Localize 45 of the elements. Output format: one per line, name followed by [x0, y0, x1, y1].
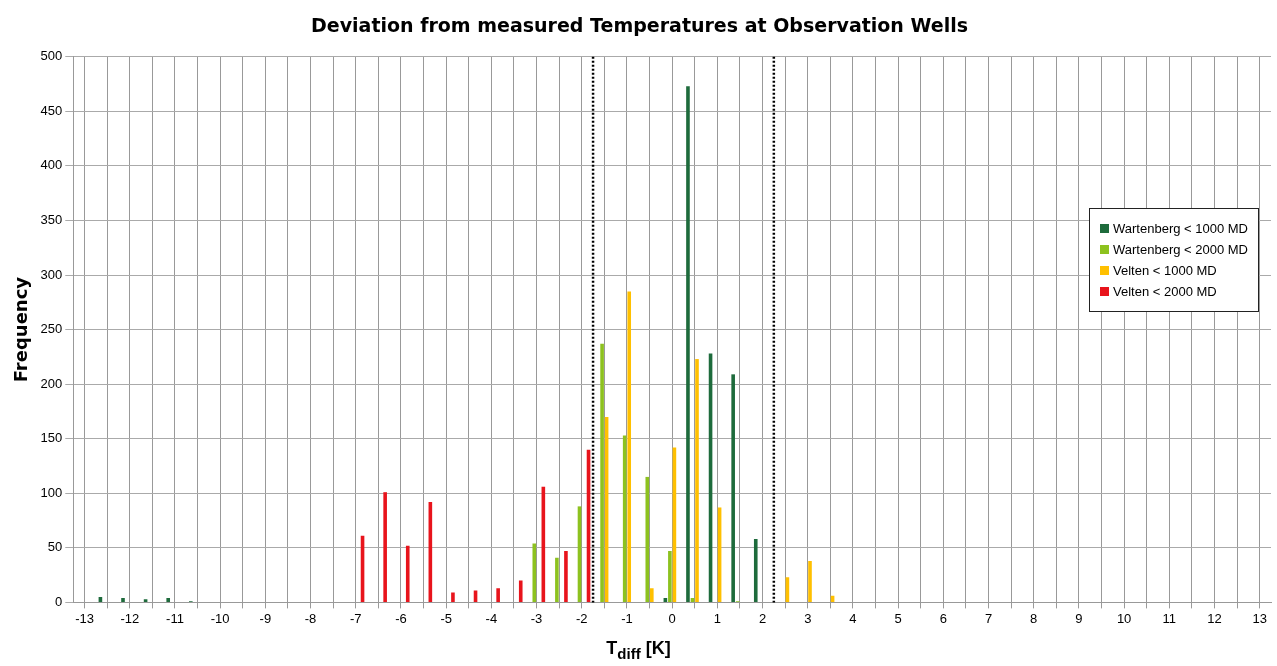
x-tick-label: -12 — [120, 610, 140, 626]
x-tick-label: 9 — [1075, 610, 1083, 626]
y-tick-label: 400 — [40, 157, 63, 173]
legend-label: Wartenberg < 2000 MD — [1113, 241, 1249, 257]
x-tick-label: 3 — [804, 610, 812, 626]
x-tick-label: 5 — [894, 610, 902, 626]
x-tick-label: -7 — [349, 610, 362, 626]
chart-title: Deviation from measured Temperatures at Observation Wells — [310, 14, 969, 37]
x-tick-label: -10 — [210, 610, 230, 626]
x-tick-label: -8 — [304, 610, 317, 626]
x-tick-label: -5 — [440, 610, 452, 626]
y-tick-label: 200 — [40, 375, 63, 391]
x-tick-label: 8 — [1030, 610, 1038, 626]
x-tick-label: 2 — [758, 610, 767, 626]
x-tick-label: -2 — [575, 610, 588, 626]
x-tick-label: -9 — [259, 610, 272, 626]
y-tick-label: 350 — [40, 212, 63, 228]
x-tick-label: -6 — [395, 610, 407, 626]
legend-label: Velten < 2000 MD — [1113, 283, 1217, 299]
y-axis-title: Frequency — [10, 276, 32, 383]
y-tick-label: 150 — [40, 430, 63, 446]
legend-label: Wartenberg < 1000 MD — [1113, 220, 1249, 236]
x-tick-label: 11 — [1162, 610, 1177, 626]
y-tick-label: 300 — [40, 266, 63, 282]
x-tick-label: 6 — [939, 610, 947, 626]
x-tick-label: 12 — [1207, 610, 1222, 626]
x-tick-label: -1 — [621, 610, 633, 626]
y-tick-label: 0 — [55, 593, 63, 609]
x-tick-label: -13 — [75, 610, 94, 626]
x-tick-label: -4 — [485, 610, 498, 626]
x-tick-label: 0 — [668, 610, 676, 626]
y-tick-label: 500 — [40, 48, 63, 64]
y-tick-label: 100 — [40, 484, 63, 500]
y-tick-label: 250 — [40, 321, 63, 337]
x-tick-label: 13 — [1252, 610, 1267, 626]
x-tick-label: 7 — [984, 610, 993, 626]
x-axis-title: T$_{diff}$ [K] — [605, 638, 672, 662]
y-tick-label: 50 — [47, 539, 63, 555]
x-tick-label: -11 — [166, 610, 184, 626]
x-tick-label: 4 — [849, 610, 857, 626]
y-tick-label: 450 — [40, 102, 63, 118]
x-tick-label: 10 — [1116, 610, 1132, 626]
x-tick-label: -3 — [530, 610, 543, 626]
x-tick-label: 1 — [713, 610, 721, 626]
legend-label: Velten < 1000 MD — [1113, 262, 1217, 278]
